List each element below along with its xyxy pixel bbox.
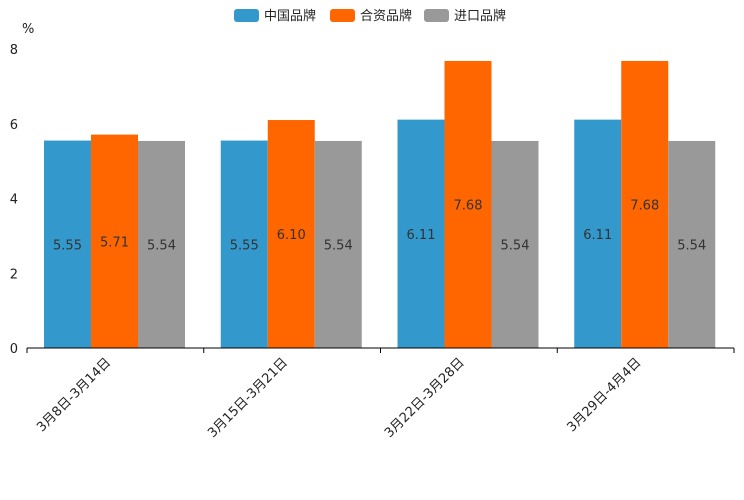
bar-value-label: 5.54 (501, 238, 530, 253)
bar (220, 140, 268, 348)
legend-swatch[interactable] (424, 9, 449, 22)
x-tick-label: 3月22日-3月28日 (382, 355, 468, 441)
legend-swatch[interactable] (330, 9, 355, 22)
bar (621, 60, 669, 349)
legend-label[interactable]: 进口品牌 (454, 8, 506, 24)
bar (138, 140, 185, 348)
legend: 中国品牌 合资品牌 进口品牌 (234, 8, 506, 24)
bar-value-label: 6.10 (277, 228, 306, 243)
bar-value-label: 7.68 (630, 198, 659, 213)
bar (314, 140, 362, 348)
bar (444, 60, 492, 349)
legend-label[interactable]: 中国品牌 (264, 8, 316, 24)
bar (91, 134, 138, 348)
x-tick-label: 3月15日-3月21日 (205, 355, 291, 441)
y-tick-label: 0 (10, 342, 18, 357)
y-tick-label: 4 (10, 193, 18, 208)
bar-value-label: 5.55 (230, 238, 259, 253)
y-tick-label: 2 (10, 267, 18, 282)
bar-value-label: 5.54 (677, 238, 706, 253)
bar-series (44, 60, 716, 349)
bar-value-label: 5.54 (147, 238, 176, 253)
bar (491, 140, 539, 348)
x-tick-label: 3月29日-4月4日 (565, 355, 645, 435)
bar (668, 140, 716, 348)
x-axis-ticks: 3月8日-3月14日 3月15日-3月21日 3月22日-3月28日 3月29日-4月… (26, 348, 735, 441)
bar (267, 120, 315, 348)
bar-value-label: 7.68 (454, 198, 483, 213)
bar-value-label: 5.55 (53, 238, 82, 253)
y-axis-unit-label: % (22, 22, 34, 37)
y-tick-label: 8 (10, 43, 18, 58)
bar-value-label: 5.71 (100, 235, 129, 250)
bar-value-label: 6.11 (583, 228, 612, 243)
x-tick-label: 3月8日-3月14日 (34, 355, 114, 435)
y-axis-ticks: 0 2 4 6 8 (10, 43, 18, 357)
bar (397, 119, 445, 348)
bar (44, 140, 91, 348)
legend-swatch[interactable] (234, 9, 259, 22)
bar-value-label: 6.11 (407, 228, 436, 243)
bar-value-label: 5.54 (324, 238, 353, 253)
y-tick-label: 6 (10, 118, 18, 133)
legend-label[interactable]: 合资品牌 (360, 8, 412, 24)
data-labels: 5.55 5.71 5.54 5.55 6.10 5.54 6.11 7.68 5.54 6.11… (53, 198, 706, 253)
bar (574, 119, 622, 348)
